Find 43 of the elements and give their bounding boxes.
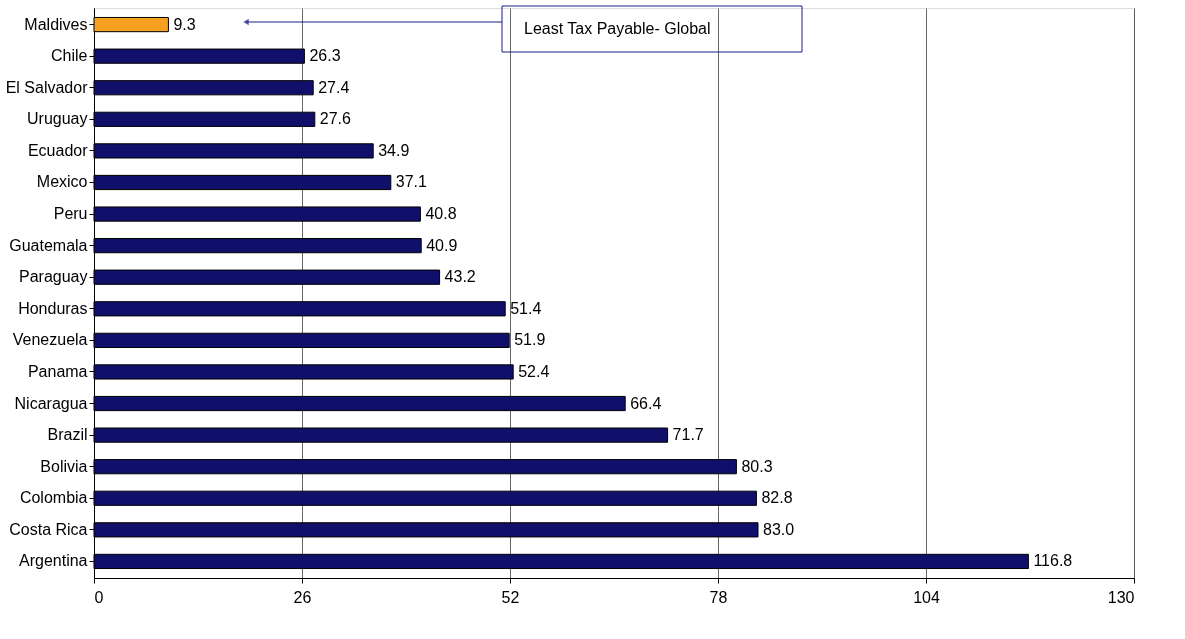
data-label: 116.8 <box>1033 552 1073 570</box>
data-label: 83.0 <box>763 520 795 538</box>
y-tick-label: Costa Rica <box>9 520 88 538</box>
y-tick-label: Colombia <box>19 489 88 507</box>
y-tick-label: Honduras <box>18 299 88 317</box>
data-label: 51.4 <box>510 299 542 317</box>
data-label: 26.3 <box>309 47 341 65</box>
data-label: 40.8 <box>425 205 457 223</box>
y-tick-label: Brazil <box>47 426 88 444</box>
data-label: 27.6 <box>319 110 352 128</box>
data-label: 52.4 <box>518 362 550 380</box>
x-tick-label: 104 <box>913 588 940 606</box>
y-tick-label: Nicaragua <box>14 394 88 412</box>
data-label: 80.3 <box>741 457 773 475</box>
data-label: 43.2 <box>444 268 476 286</box>
y-tick-label: El Salvador <box>5 78 89 96</box>
x-tick-label: 130 <box>1107 588 1135 606</box>
y-tick-label: Guatemala <box>9 236 88 254</box>
y-tick-label: Chile <box>51 47 88 65</box>
annotation: Least Tax Payable- Global <box>524 20 711 37</box>
y-tick-label: Maldives <box>24 15 88 33</box>
data-label: 37.1 <box>395 173 428 191</box>
y-tick-label: Peru <box>53 205 88 223</box>
y-tick-label: Panama <box>27 362 88 380</box>
data-label: 34.9 <box>378 141 410 159</box>
data-label: 40.9 <box>426 236 458 254</box>
x-tick-label: 78 <box>709 588 728 606</box>
data-label: 71.7 <box>672 426 704 444</box>
x-tick-label: 0 <box>94 588 104 606</box>
data-label: 9.3 <box>173 15 196 33</box>
data-label: 82.8 <box>761 489 793 507</box>
y-tick-label: Uruguay <box>27 110 88 128</box>
y-tick-label: Paraguay <box>19 268 88 286</box>
data-label: 27.4 <box>318 78 350 96</box>
data-label: 51.9 <box>514 331 546 349</box>
y-tick-label: Bolivia <box>40 457 88 475</box>
x-tick-label: 26 <box>293 588 312 606</box>
y-tick-label: Mexico <box>36 173 88 191</box>
y-tick-label: Venezuela <box>12 331 88 349</box>
x-tick-label: 52 <box>501 588 520 606</box>
y-tick-label: Argentina <box>19 552 88 570</box>
y-tick-label: Ecuador <box>27 141 89 159</box>
data-label: 66.4 <box>630 394 662 412</box>
